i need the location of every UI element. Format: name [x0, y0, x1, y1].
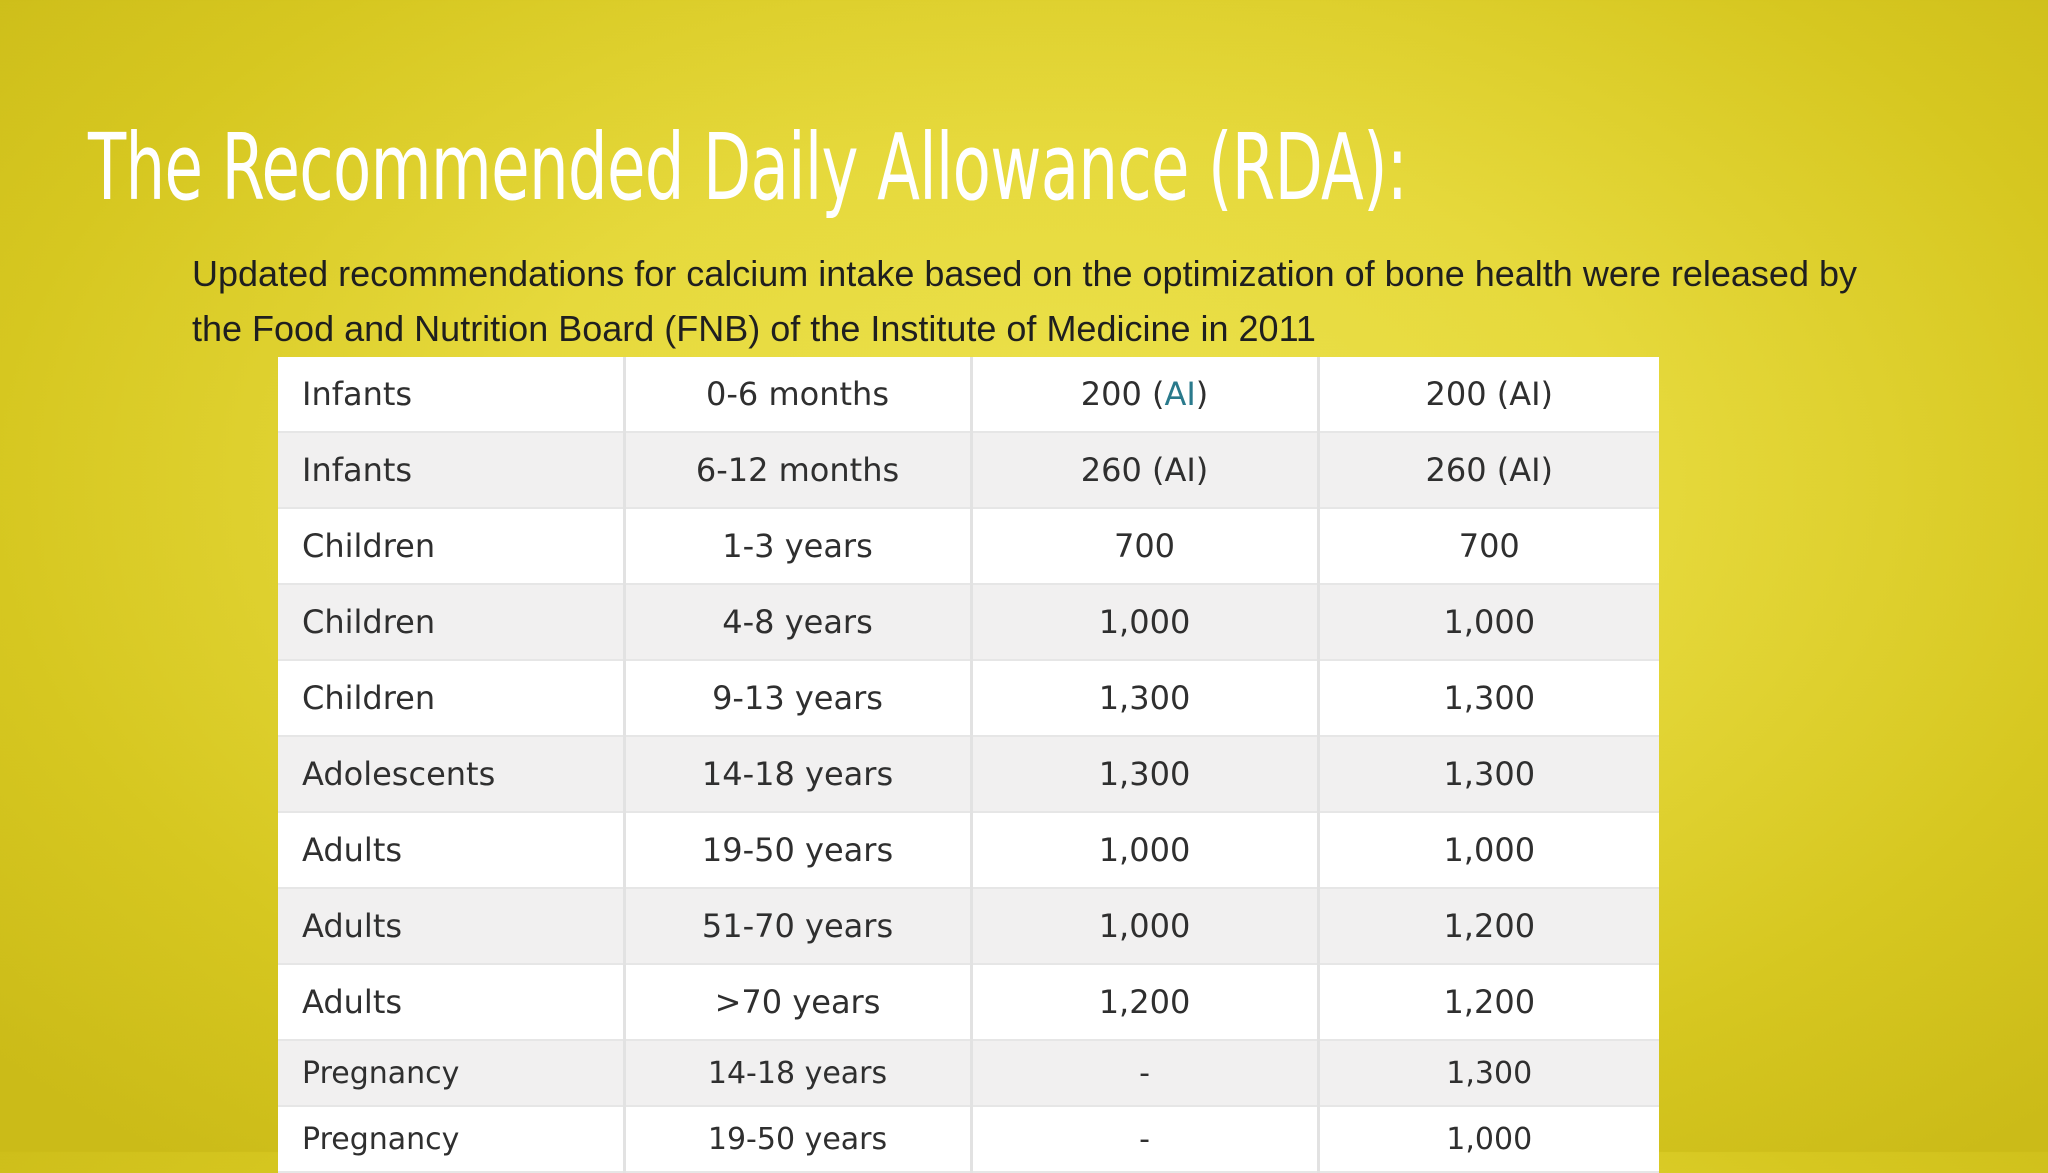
value-cell: 200 (AI)	[1318, 357, 1659, 433]
ai-link[interactable]: AI	[1164, 375, 1196, 413]
age-cell: 19-50 years	[624, 812, 973, 889]
group-cell: Infants	[278, 432, 626, 509]
slide-subtitle: Updated recommendations for calcium inta…	[192, 253, 1857, 349]
value-cell: 1,200	[1318, 964, 1659, 1041]
value-cell: 260 (AI)	[1318, 432, 1659, 509]
value-cell: 1,200	[1318, 888, 1659, 965]
value-cell: 1,000	[971, 812, 1320, 889]
value-cell: 1,000	[1318, 584, 1659, 661]
table-row: Children 4-8 years 1,000 1,000	[278, 584, 1659, 661]
age-cell: 9-13 years	[624, 660, 973, 737]
table-row: Infants 6-12 months 260 (AI) 260 (AI)	[278, 432, 1659, 509]
slide-title: The Recommended Daily Allowance (RDA):	[88, 114, 1408, 221]
value-cell: 1,300	[971, 660, 1320, 737]
value-cell: 1,300	[1318, 736, 1659, 813]
calcium-rda-table: Infants 0-6 months 200 (AI) 200 (AI) Inf…	[278, 357, 1659, 1173]
table-row: Children 9-13 years 1,300 1,300	[278, 660, 1659, 737]
value-cell: 700	[971, 508, 1320, 585]
value-cell: 200 (AI)	[971, 357, 1320, 433]
table-row: Adolescents 14-18 years 1,300 1,300	[278, 736, 1659, 813]
value-cell: 1,200	[971, 964, 1320, 1041]
table-row: Adults >70 years 1,200 1,200	[278, 964, 1659, 1041]
group-cell: Children	[278, 508, 626, 585]
value-cell: 1,000	[971, 584, 1320, 661]
value-suffix: )	[1195, 375, 1209, 413]
value-cell: 1,000	[971, 888, 1320, 965]
value-cell: 1,300	[1318, 660, 1659, 737]
table-row: Pregnancy 14-18 years - 1,300	[278, 1040, 1659, 1107]
table-row: Children 1-3 years 700 700	[278, 508, 1659, 585]
value-cell: 1,000	[1318, 1106, 1659, 1173]
age-cell: 6-12 months	[624, 432, 973, 509]
table-row: Pregnancy 19-50 years - 1,000	[278, 1106, 1659, 1173]
value-cell: -	[971, 1040, 1320, 1107]
age-cell: 0-6 months	[624, 357, 973, 433]
value-cell: 1,300	[1318, 1040, 1659, 1107]
value-cell: 700	[1318, 508, 1659, 585]
age-cell: 51-70 years	[624, 888, 973, 965]
table-row: Infants 0-6 months 200 (AI) 200 (AI)	[278, 357, 1659, 433]
table-row: Adults 19-50 years 1,000 1,000	[278, 812, 1659, 889]
group-cell: Pregnancy	[278, 1040, 626, 1107]
group-cell: Children	[278, 660, 626, 737]
age-cell: 14-18 years	[624, 1040, 973, 1107]
group-cell: Adults	[278, 888, 626, 965]
value-cell: -	[971, 1106, 1320, 1173]
table-row: Adults 51-70 years 1,000 1,200	[278, 888, 1659, 965]
age-cell: 4-8 years	[624, 584, 973, 661]
age-cell: 19-50 years	[624, 1106, 973, 1173]
group-cell: Infants	[278, 357, 626, 433]
value-cell: 1,300	[971, 736, 1320, 813]
group-cell: Adults	[278, 812, 626, 889]
group-cell: Adults	[278, 964, 626, 1041]
group-cell: Pregnancy	[278, 1106, 626, 1173]
group-cell: Adolescents	[278, 736, 626, 813]
group-cell: Children	[278, 584, 626, 661]
age-cell: 1-3 years	[624, 508, 973, 585]
value-cell: 260 (AI)	[971, 432, 1320, 509]
value-cell: 1,000	[1318, 812, 1659, 889]
age-cell: >70 years	[624, 964, 973, 1041]
value-prefix: 200 (	[1080, 375, 1165, 413]
age-cell: 14-18 years	[624, 736, 973, 813]
